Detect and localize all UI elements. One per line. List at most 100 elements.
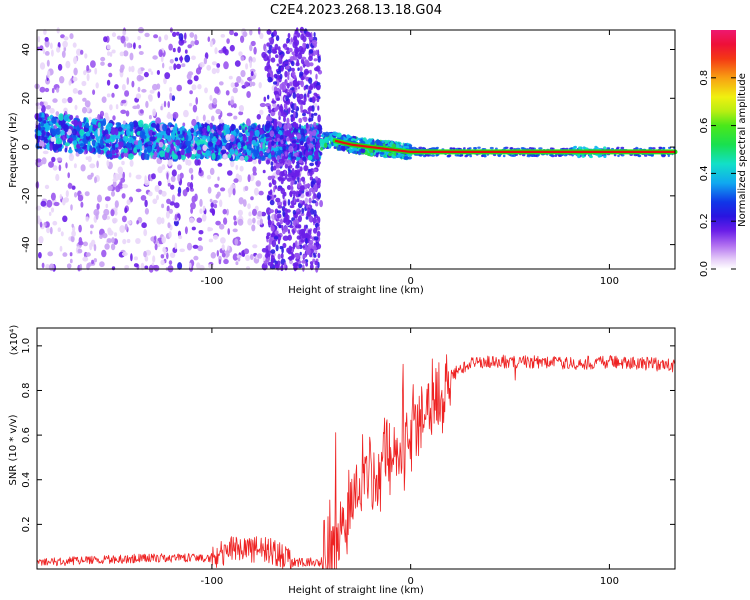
spectrogram-cell bbox=[107, 62, 113, 68]
spectrogram-cell bbox=[275, 79, 280, 87]
spectrogram-cell bbox=[218, 115, 222, 120]
spectrogram-cell bbox=[162, 62, 165, 69]
spectrogram-cell bbox=[105, 203, 109, 209]
spectrogram-cell bbox=[186, 242, 193, 251]
spectrogram-cell bbox=[219, 119, 224, 124]
spectrogram-cell bbox=[270, 225, 275, 232]
spectrogram-cell bbox=[233, 221, 238, 226]
spectrogram-cell bbox=[133, 263, 139, 268]
spectrogram-cell bbox=[280, 218, 283, 225]
spectrogram-cell bbox=[223, 258, 229, 265]
spectrogram-cell bbox=[110, 209, 115, 217]
spectrogram-cell bbox=[305, 234, 311, 239]
spectrogram-cell bbox=[613, 153, 617, 157]
spectrogram-cell bbox=[191, 55, 196, 61]
spectrogram-cell bbox=[81, 80, 87, 87]
spectrogram-cell bbox=[65, 60, 71, 69]
spectrogram-cell bbox=[144, 142, 149, 147]
spectrogram-cell bbox=[138, 119, 144, 128]
spectrogram-cell bbox=[289, 88, 292, 94]
spectrogram-cell bbox=[483, 154, 486, 158]
spectrogram-cell bbox=[69, 33, 74, 40]
spectrogram-cell bbox=[662, 154, 666, 157]
spectrogram-cell bbox=[250, 196, 254, 201]
spectrogram-cell bbox=[531, 147, 535, 150]
spectrogram-cell bbox=[163, 100, 167, 108]
spectrogram-cell bbox=[166, 178, 171, 184]
spectrogram-cell bbox=[296, 245, 301, 250]
spectrogram-cell bbox=[177, 186, 182, 195]
spectrogram-cell bbox=[286, 47, 290, 51]
spectrogram-cell bbox=[38, 252, 42, 259]
spectrogram-cell bbox=[71, 185, 76, 190]
spectrogram-cell bbox=[38, 140, 45, 148]
spectrogram-cell bbox=[272, 179, 277, 186]
spectrogram-cell bbox=[265, 103, 271, 107]
spectrogram-cell bbox=[280, 95, 283, 102]
spectrogram-cell bbox=[292, 209, 297, 215]
spectrogram-cell bbox=[275, 197, 281, 203]
spectrogram-cell bbox=[79, 129, 85, 137]
spectrogram-cell bbox=[253, 187, 259, 196]
spectrogram-cell bbox=[111, 49, 116, 54]
spectrogram-cell bbox=[352, 147, 358, 151]
spectrogram-cell bbox=[51, 116, 57, 124]
spectrogram-cell bbox=[232, 87, 238, 94]
spectrogram-cell bbox=[49, 107, 55, 114]
spectrogram-cell bbox=[274, 208, 279, 215]
spectrogram-cell bbox=[254, 129, 260, 137]
spectrogram-cell bbox=[227, 228, 230, 235]
spectrogram-cell bbox=[55, 111, 60, 117]
spectrogram-cell bbox=[207, 36, 211, 42]
spectrogram-x-axis: -100 0 100 bbox=[201, 30, 619, 287]
spectrogram-cell bbox=[293, 264, 298, 271]
spectrogram-cell bbox=[217, 162, 223, 167]
spectrogram-cell bbox=[316, 154, 319, 160]
spectrogram-cell bbox=[46, 70, 51, 79]
colorbar-tick-label: 0.6 bbox=[699, 118, 710, 134]
spectrogram-cell bbox=[308, 215, 314, 223]
spectrogram-cell bbox=[286, 123, 292, 129]
spectrogram-cell bbox=[308, 150, 313, 156]
spectrogram-cell bbox=[158, 36, 162, 43]
spectrogram-cell bbox=[209, 132, 214, 139]
spectrogram-cell bbox=[100, 139, 104, 148]
spectrogram-cell bbox=[115, 148, 119, 154]
spectrogram-cell bbox=[223, 217, 228, 225]
spectrogram-cell bbox=[296, 208, 300, 212]
spectrogram-cell bbox=[302, 132, 305, 136]
spectrogram-cell bbox=[308, 240, 314, 245]
spectrogram-cell bbox=[468, 147, 472, 150]
spectrogram-cell bbox=[296, 235, 301, 240]
spectrogram-cell bbox=[259, 109, 264, 116]
spectrogram-cell bbox=[194, 158, 200, 166]
spectrogram-cell bbox=[62, 40, 68, 48]
spectrogram-cell bbox=[300, 176, 306, 182]
spectrogram-cell bbox=[119, 225, 126, 233]
spectrogram-cell bbox=[226, 112, 233, 117]
spectrogram-cell bbox=[279, 83, 285, 90]
spectrogram-cell bbox=[225, 142, 232, 150]
spectrogram-cell bbox=[140, 195, 147, 201]
spectrogram-cell bbox=[234, 60, 241, 67]
spectrogram-cell bbox=[281, 177, 286, 182]
spectrogram-cell bbox=[489, 146, 494, 150]
spectrogram-cell bbox=[214, 47, 218, 55]
spectrogram-cell bbox=[557, 154, 561, 157]
spectrogram-cell bbox=[210, 202, 214, 208]
spectrogram-cell bbox=[299, 140, 304, 146]
spectrogram-cell bbox=[278, 224, 282, 229]
spectrogram-cell bbox=[577, 154, 581, 157]
spectrogram-cell bbox=[84, 191, 90, 197]
spectrogram-cell bbox=[176, 84, 182, 92]
spectrogram-cell bbox=[328, 143, 332, 149]
spectrogram-cell bbox=[317, 114, 321, 123]
spectrogram-cell bbox=[282, 210, 286, 217]
spectrogram-cell bbox=[123, 41, 127, 48]
spectrogram-cell bbox=[166, 198, 171, 204]
spectrogram-cell bbox=[319, 200, 323, 208]
spectrogram-cell bbox=[226, 38, 230, 44]
spectrogram-cell bbox=[266, 61, 271, 70]
spectrogram-cell bbox=[175, 139, 181, 146]
spectrogram-cell bbox=[68, 149, 73, 154]
